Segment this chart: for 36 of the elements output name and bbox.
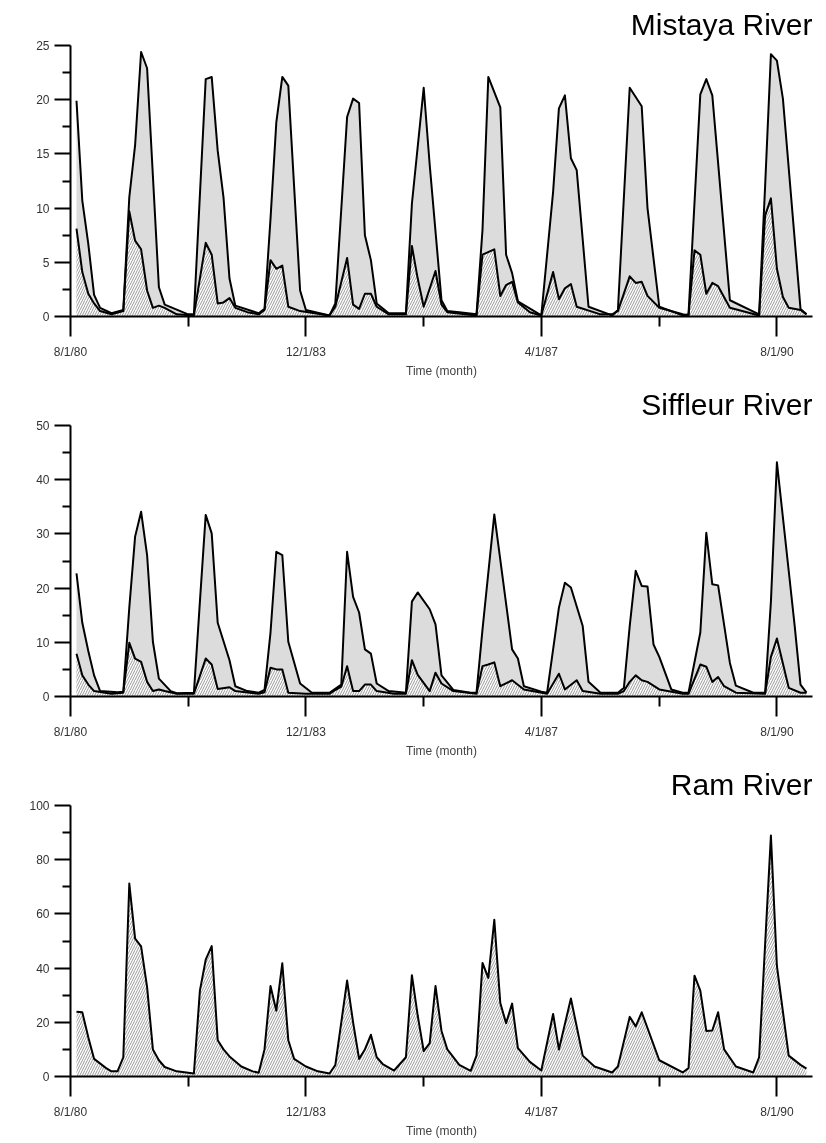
chart-title: Mistaya River bbox=[630, 7, 813, 41]
y-tick-label: 20 bbox=[36, 93, 50, 108]
x-tick-label: 8/1/90 bbox=[760, 344, 794, 359]
x-axis-title: Time (month) bbox=[406, 363, 477, 378]
x-tick-label: 12/1/83 bbox=[285, 724, 327, 739]
y-tick-label: 25 bbox=[36, 39, 50, 53]
chart-title: Ram River bbox=[670, 767, 813, 801]
x-tick-label: 4/1/87 bbox=[524, 344, 559, 359]
y-tick-label: 20 bbox=[36, 581, 50, 596]
chart-title: Siffleur River bbox=[641, 387, 813, 421]
x-tick-label: 12/1/83 bbox=[285, 1104, 327, 1119]
y-tick-label: 50 bbox=[36, 419, 50, 433]
x-tick-label: 4/1/87 bbox=[524, 1104, 559, 1119]
y-tick-label: 0 bbox=[42, 690, 50, 704]
y-tick-label: 60 bbox=[36, 907, 50, 922]
y-tick-label: 30 bbox=[36, 527, 50, 542]
x-tick-label: 4/1/87 bbox=[524, 724, 559, 739]
y-tick-label: 10 bbox=[36, 635, 50, 650]
x-tick-label: 12/1/83 bbox=[285, 344, 327, 359]
x-tick-label: 8/1/80 bbox=[53, 724, 88, 739]
x-tick-label: 8/1/80 bbox=[53, 344, 88, 359]
y-tick-label: 0 bbox=[42, 1070, 50, 1084]
x-tick-label: 8/1/90 bbox=[760, 1104, 794, 1119]
x-tick-label: 8/1/80 bbox=[53, 1104, 88, 1119]
x-axis-title: Time (month) bbox=[406, 1123, 477, 1138]
y-tick-label: 5 bbox=[42, 255, 50, 270]
y-tick-label: 40 bbox=[36, 961, 50, 976]
y-tick-label: 100 bbox=[29, 799, 50, 813]
y-tick-label: 10 bbox=[36, 201, 50, 216]
y-tick-label: 0 bbox=[42, 310, 50, 324]
y-tick-label: 40 bbox=[36, 473, 50, 488]
y-tick-label: 80 bbox=[36, 853, 50, 868]
y-tick-label: 15 bbox=[36, 147, 50, 162]
y-tick-label: 20 bbox=[36, 1015, 50, 1030]
x-tick-label: 8/1/90 bbox=[760, 724, 794, 739]
x-axis-title: Time (month) bbox=[406, 743, 477, 758]
